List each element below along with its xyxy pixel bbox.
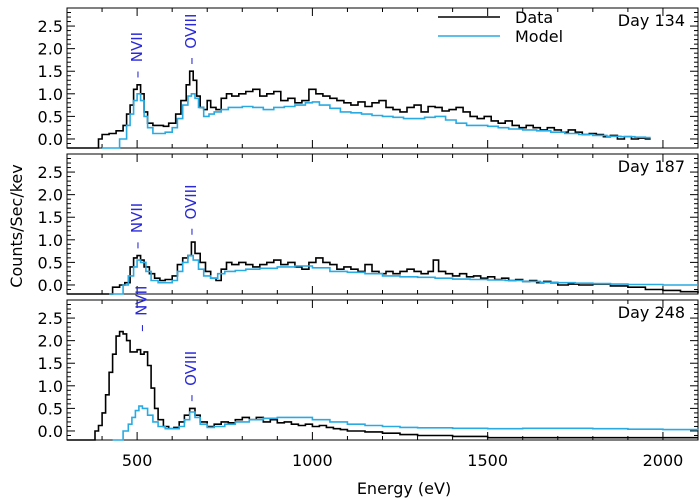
y-tick-label: 0.5 bbox=[38, 399, 63, 418]
series-model bbox=[109, 254, 698, 295]
annotation-oviii: – OVIII bbox=[182, 184, 200, 235]
y-tick-label: 0.0 bbox=[38, 130, 63, 149]
annotation-nvii: – NVII bbox=[132, 286, 150, 332]
y-axis-title: Counts/Sec/kev bbox=[7, 164, 26, 287]
x-axis-title: Energy (eV) bbox=[357, 479, 451, 498]
panel-3: 0.0 0.5 1.0 1.5 2.0 2.5 – NVII – OVIII Day 248 bbox=[38, 286, 699, 441]
y-tick-label: 2.0 bbox=[38, 40, 63, 59]
day-label: Day 134 bbox=[618, 11, 685, 30]
annotation-label: OVIII bbox=[182, 184, 200, 219]
x-tick-label: 500 bbox=[122, 451, 153, 470]
annotation-tick: – bbox=[182, 228, 200, 236]
annotation-label: NVII bbox=[132, 286, 150, 316]
legend: Data Model bbox=[438, 8, 563, 46]
annotation-label: NVII bbox=[128, 32, 146, 62]
y-tick-label: 1.5 bbox=[38, 62, 63, 81]
annotation-oviii: – OVIII bbox=[182, 351, 200, 402]
annotation-tick: – bbox=[128, 242, 146, 250]
legend-label-data: Data bbox=[515, 8, 553, 27]
panel-1: 0.0 0.5 1.0 1.5 2.0 2.5 – NVII – OVIII Day 134 bbox=[38, 7, 699, 149]
annotation-label: OVIII bbox=[182, 14, 200, 49]
day-label: Day 187 bbox=[618, 157, 685, 176]
y-tick-label: 0.0 bbox=[38, 276, 63, 295]
series-model bbox=[112, 405, 699, 441]
series-model bbox=[102, 93, 651, 149]
annotation-oviii: – OVIII bbox=[182, 14, 200, 65]
y-tick-label: 0.0 bbox=[38, 422, 63, 441]
panels-layer: 0.00.51.01.52.02.5–NVII –OVIII Day 1340.00… bbox=[38, 7, 699, 470]
y-tick-label: 0.5 bbox=[38, 253, 63, 272]
y-tick-label: 1.5 bbox=[38, 208, 63, 227]
y-tick-label: 2.0 bbox=[38, 332, 63, 351]
annotation-tick: – bbox=[128, 71, 146, 79]
annotation-label: OVIII bbox=[182, 351, 200, 386]
y-tick-label: 2.5 bbox=[38, 309, 63, 328]
x-tick-label: 1000 bbox=[292, 451, 333, 470]
y-tick-label: 1.0 bbox=[38, 377, 63, 396]
y-tick-label: 2.5 bbox=[38, 163, 63, 182]
annotation-tick: – bbox=[132, 324, 150, 332]
annotation-tick: – bbox=[182, 57, 200, 65]
annotation-label: NVII bbox=[128, 203, 146, 233]
annotation-nvii: – NVII bbox=[128, 32, 146, 78]
y-tick-label: 1.5 bbox=[38, 354, 63, 373]
day-label: Day 248 bbox=[618, 303, 685, 322]
series-data bbox=[67, 70, 651, 149]
y-tick-label: 1.0 bbox=[38, 231, 63, 250]
legend-label-model: Model bbox=[515, 27, 563, 46]
y-tick-label: 0.5 bbox=[38, 107, 63, 126]
y-tick-label: 1.0 bbox=[38, 85, 63, 104]
panel-2: 0.0 0.5 1.0 1.5 2.0 2.5 – NVII – OVIII Day 187 bbox=[38, 153, 699, 295]
x-tick-label: 1500 bbox=[467, 451, 508, 470]
annotation-nvii: – NVII bbox=[128, 203, 146, 249]
y-tick-label: 2.5 bbox=[38, 17, 63, 36]
y-tick-label: 2.0 bbox=[38, 186, 63, 205]
annotation-tick: – bbox=[182, 394, 200, 402]
x-tick-label: 2000 bbox=[643, 451, 684, 470]
